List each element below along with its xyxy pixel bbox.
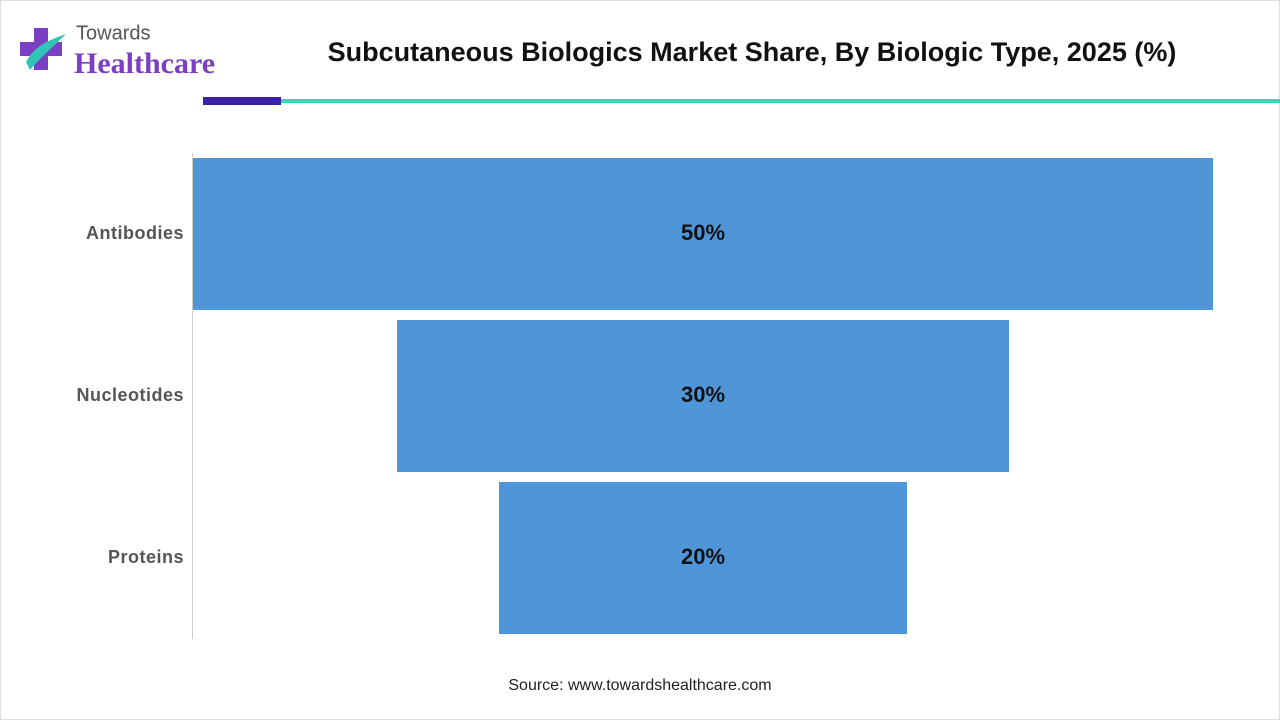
source: Source: www.towardshealthcare.com [508, 677, 771, 694]
logo-icon [20, 28, 66, 70]
header-accent [203, 97, 281, 105]
category-label: Proteins [108, 547, 184, 567]
header-line [281, 99, 1280, 103]
bar [499, 482, 907, 634]
category-label: Nucleotides [76, 385, 184, 405]
bar [193, 158, 1213, 310]
bar [397, 320, 1009, 472]
data-label: 50% [681, 220, 725, 245]
chart-title: Subcutaneous Biologics Market Share, By … [328, 37, 1177, 67]
data-label: 20% [681, 544, 725, 569]
logo-top: Towards [76, 22, 150, 44]
category-label: Antibodies [86, 223, 184, 243]
logo-bottom: Healthcare [74, 47, 215, 80]
data-label: 30% [681, 382, 725, 407]
